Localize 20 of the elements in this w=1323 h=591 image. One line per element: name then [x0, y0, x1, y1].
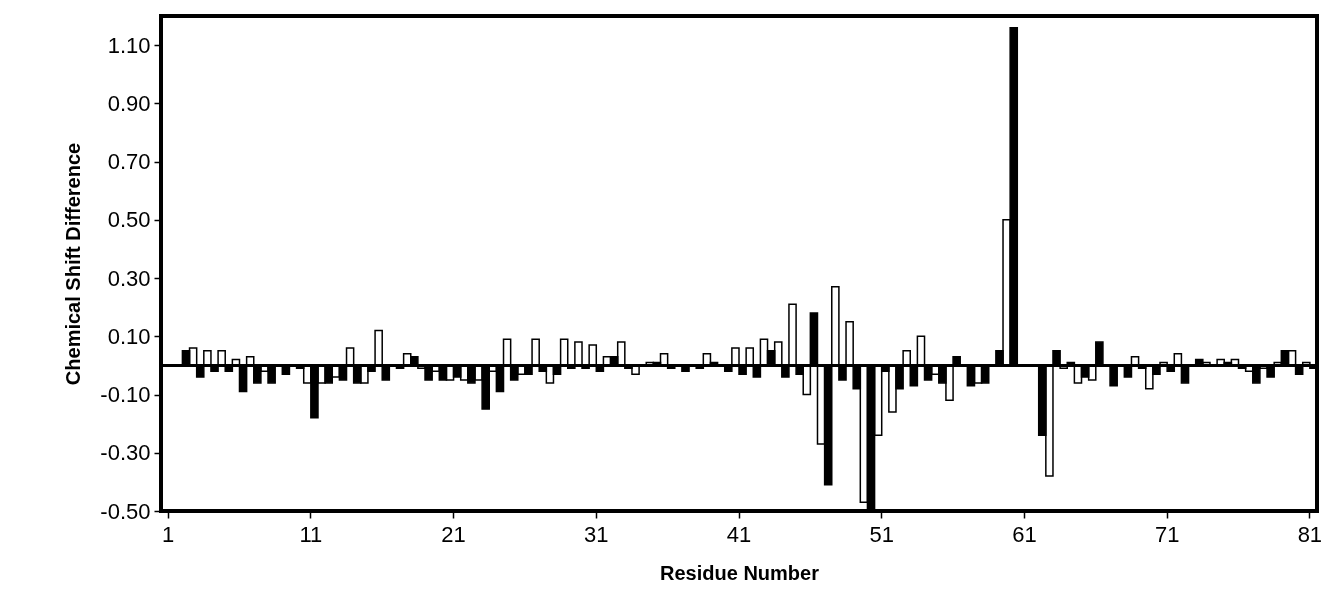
y-axis-title: Chemical Shift Difference [62, 142, 85, 386]
x-tick-label: 11 [299, 521, 323, 547]
y-tick-label: -0.10 [100, 382, 151, 408]
x-axis-title: Residue Number [660, 561, 820, 584]
y-tick-label: -0.30 [100, 440, 151, 466]
x-tick-label: 21 [441, 521, 466, 547]
y-tick-label: 0.90 [107, 90, 151, 116]
y-tick-label: 0.50 [107, 207, 151, 233]
y-tick-label: -0.50 [100, 498, 151, 524]
y-tick-label: 1.10 [107, 32, 151, 58]
x-tick-label: 61 [1012, 521, 1037, 547]
x-tick-label: 51 [869, 521, 894, 547]
x-tick-label: 41 [726, 521, 752, 547]
y-tick-label: 0.30 [107, 265, 151, 291]
x-tick-label: 71 [1154, 521, 1180, 547]
x-tick-label: 31 [584, 521, 609, 547]
x-tick-label: 81 [1297, 521, 1323, 547]
y-tick-label: 0.70 [107, 149, 151, 175]
x-tick-label: 1 [162, 521, 175, 547]
y-tick-label: 0.10 [107, 323, 151, 349]
